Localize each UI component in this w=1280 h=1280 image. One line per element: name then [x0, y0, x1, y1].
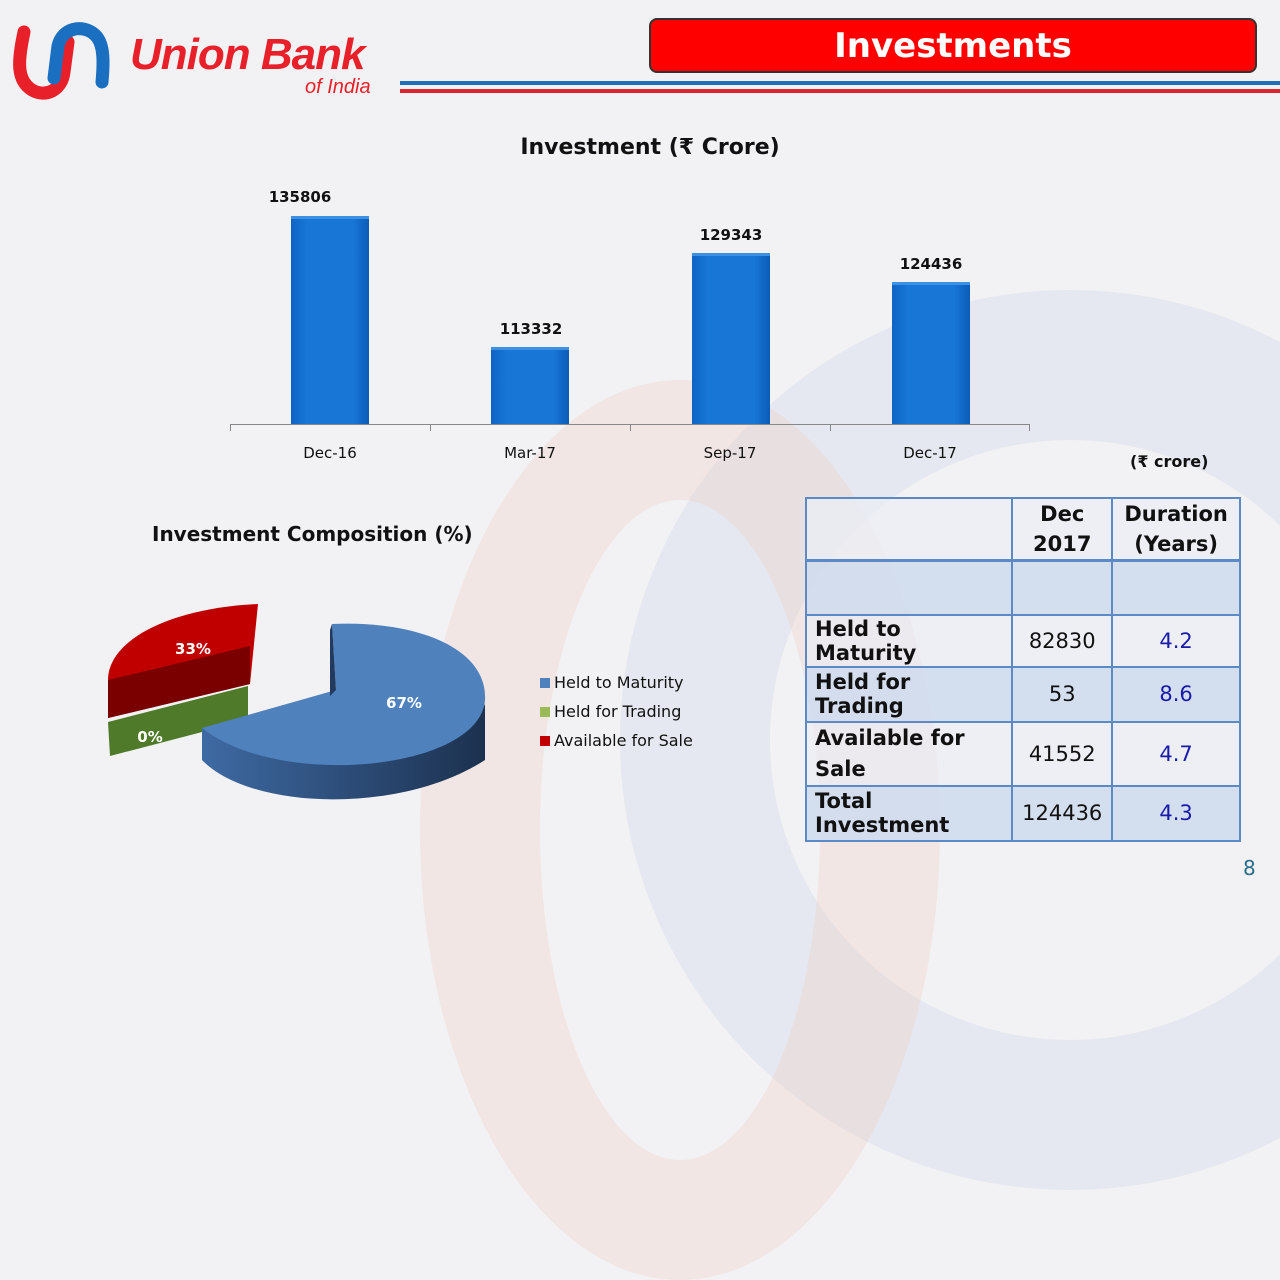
- union-bank-logo: Union Bank of India: [10, 20, 400, 100]
- header-duration: Duration (Years): [1111, 497, 1241, 562]
- header-rule-red: [400, 89, 1280, 93]
- slide-title: Investments: [649, 18, 1257, 73]
- header-rule-blue: [400, 81, 1280, 85]
- cell: [1011, 559, 1114, 616]
- x-axis-label: Dec-17: [903, 444, 957, 462]
- legend-item-held-to-maturity: Held to Maturity: [540, 668, 693, 697]
- bar-mar-17: [491, 347, 569, 424]
- cell: [804, 559, 1014, 616]
- investment-table: Dec 2017 Duration (Years) Held to Maturi…: [804, 497, 1241, 842]
- pie-label-33: 33%: [175, 640, 211, 658]
- pie-legend: Held to Maturity Held for Trading Availa…: [540, 668, 693, 755]
- row-value: 82830: [1011, 613, 1114, 668]
- legend-item-available-for-sale: Available for Sale: [540, 726, 693, 755]
- header-text: Duration: [1124, 502, 1228, 526]
- bar-value-label: 113332: [499, 320, 563, 338]
- table-unit-note: (₹ crore): [1130, 452, 1209, 471]
- pie-slice-held-for-trading: [108, 686, 248, 756]
- axis-tick: [430, 424, 431, 431]
- pie-label-0: 0%: [137, 728, 162, 746]
- brand-subtitle: of India: [305, 76, 371, 98]
- pie-chart-title: Investment Composition (%): [152, 522, 473, 546]
- row-value: 124436: [1011, 784, 1114, 842]
- table-header-row: Dec 2017 Duration (Years): [804, 497, 1241, 562]
- row-label: Held to Maturity: [804, 613, 1014, 668]
- bar-value-label: 135806: [268, 188, 332, 206]
- header-text: Dec: [1040, 502, 1085, 526]
- page-number: 8: [1243, 856, 1256, 880]
- x-axis-label: Sep-17: [703, 444, 757, 462]
- axis-tick: [230, 424, 231, 431]
- pie-slice-held-to-maturity: [202, 623, 486, 766]
- brand-name: Union Bank: [130, 30, 365, 79]
- bar-dec-16: [291, 216, 369, 424]
- axis-tick: [830, 424, 831, 431]
- pie-label-67: 67%: [386, 694, 422, 712]
- x-axis-label: Dec-16: [303, 444, 357, 462]
- axis-tick: [1029, 424, 1030, 431]
- row-value: 41552: [1011, 720, 1114, 787]
- header-text: 2017: [1032, 532, 1092, 556]
- header-dec-2017: Dec 2017: [1011, 497, 1114, 562]
- row-duration: 8.6: [1111, 665, 1241, 723]
- row-duration: 4.3: [1111, 784, 1241, 842]
- table-row: Available for Sale 41552 4.7: [804, 720, 1241, 787]
- legend-label: Available for Sale: [554, 731, 693, 750]
- axis-tick: [630, 424, 631, 431]
- x-axis-label: Mar-17: [504, 444, 556, 462]
- row-label: Total Investment: [804, 784, 1014, 842]
- legend-swatch-icon: [540, 735, 550, 746]
- row-value: 53: [1011, 665, 1114, 723]
- bar-value-label: 129343: [699, 226, 763, 244]
- bar-value-label: 124436: [899, 255, 963, 273]
- bar-chart-title: Investment (₹ Crore): [520, 135, 780, 160]
- row-label: Available for Sale: [804, 720, 1014, 787]
- legend-item-held-for-trading: Held for Trading: [540, 697, 693, 726]
- bar-dec-17: [892, 282, 970, 424]
- cell: [1111, 559, 1241, 616]
- table-row: Held for Trading 53 8.6: [804, 665, 1241, 723]
- table-row-total: Total Investment 124436 4.3: [804, 784, 1241, 842]
- legend-label: Held to Maturity: [554, 673, 684, 692]
- investment-bar-chart: 135806 113332 129343 124436 Dec-16 Mar-1…: [230, 180, 1030, 480]
- row-duration: 4.7: [1111, 720, 1241, 787]
- legend-label: Held for Trading: [554, 702, 682, 721]
- union-bank-emblem-icon: [13, 22, 110, 100]
- table-row: Held to Maturity 82830 4.2: [804, 613, 1241, 668]
- investment-composition-pie: 33% 67% 0%: [108, 604, 486, 800]
- row-label: Held for Trading: [804, 665, 1014, 723]
- header-blank: [804, 497, 1014, 562]
- bar-sep-17: [692, 253, 770, 424]
- row-duration: 4.2: [1111, 613, 1241, 668]
- legend-swatch-icon: [540, 677, 550, 688]
- table-row-empty: [804, 559, 1241, 616]
- header-text: (Years): [1134, 532, 1218, 556]
- legend-swatch-icon: [540, 706, 550, 717]
